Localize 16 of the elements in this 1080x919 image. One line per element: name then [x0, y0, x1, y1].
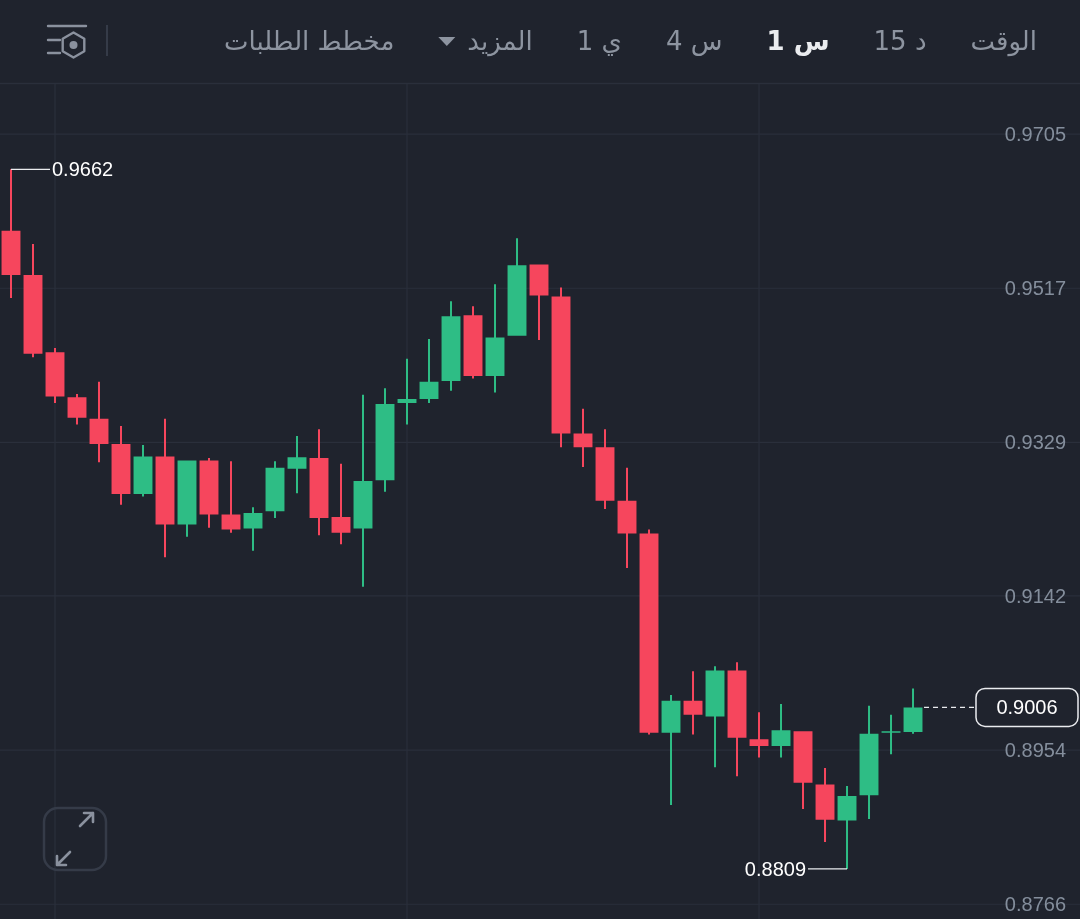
- toolbar-item: 4 س: [665, 26, 723, 56]
- y-tick-label: 0.9329: [1004, 431, 1066, 454]
- toolbar-item: المزيد: [467, 26, 533, 56]
- y-tick-label: 0.8766: [1004, 893, 1066, 916]
- y-tick-label: 0.8954: [1004, 739, 1066, 762]
- toolbar-item: 1 س: [766, 26, 830, 56]
- ref-line-label: 0.9006: [996, 696, 1058, 719]
- toolbar-item: مخطط الطلبات: [224, 26, 395, 56]
- y-tick-label: 0.9142: [1004, 584, 1066, 607]
- toolbar-item: 1 ي: [576, 26, 622, 56]
- y-tick-label: 0.9517: [1004, 277, 1066, 300]
- y-tick-label: 0.9705: [1004, 123, 1066, 146]
- annotation: 0.9662: [52, 158, 114, 181]
- annotation: 0.8809: [744, 857, 806, 880]
- toolbar-item: 15 د: [873, 26, 927, 56]
- toolbar-item: الوقت: [970, 26, 1037, 56]
